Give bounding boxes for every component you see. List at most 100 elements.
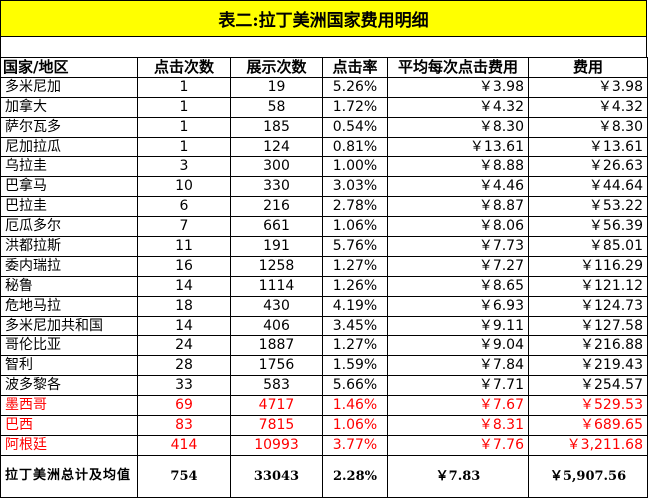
- cell-ctr[interactable]: 1.26%: [322, 275, 388, 297]
- header-impressions[interactable]: 展示次数: [230, 57, 323, 78]
- cell-country[interactable]: 波多黎各: [0, 375, 138, 397]
- cell-country[interactable]: 洪都拉斯: [0, 236, 138, 257]
- cell-cost[interactable]: ￥8.30: [528, 116, 648, 138]
- cell-country[interactable]: 巴拉圭: [0, 196, 138, 218]
- header-ctr[interactable]: 点击率: [322, 57, 388, 78]
- cell-clicks[interactable]: 11: [137, 236, 231, 257]
- cell-cost[interactable]: ￥4.32: [528, 96, 648, 118]
- cell-impressions[interactable]: 1258: [230, 255, 323, 277]
- cell-country[interactable]: 尼加拉瓜: [0, 136, 138, 158]
- cell-impressions[interactable]: 1887: [230, 335, 323, 357]
- cell-cost[interactable]: ￥689.65: [528, 415, 648, 436]
- cell-country[interactable]: 多米尼加: [0, 76, 138, 98]
- cell-impressions[interactable]: 191: [230, 236, 323, 257]
- cell-cost[interactable]: ￥13.61: [528, 136, 648, 158]
- cell-cost[interactable]: ￥529.53: [528, 395, 648, 417]
- header-country[interactable]: 国家/地区: [0, 57, 138, 78]
- cell-avg-cpc[interactable]: ￥8.88: [387, 156, 529, 178]
- total-impressions[interactable]: 33043: [230, 454, 323, 498]
- cell-country[interactable]: 墨西哥: [0, 395, 138, 417]
- cell-impressions[interactable]: 1114: [230, 275, 323, 297]
- cell-avg-cpc[interactable]: ￥7.73: [387, 236, 529, 257]
- cell-clicks[interactable]: 7: [137, 216, 231, 238]
- cell-avg-cpc[interactable]: ￥13.61: [387, 136, 529, 158]
- cell-clicks[interactable]: 1: [137, 76, 231, 98]
- total-avg-cpc[interactable]: ￥7.83: [387, 454, 529, 498]
- cell-avg-cpc[interactable]: ￥4.46: [387, 176, 529, 198]
- total-label[interactable]: 拉丁美洲总计及均值: [0, 454, 138, 498]
- cell-impressions[interactable]: 10993: [230, 434, 323, 456]
- cell-avg-cpc[interactable]: ￥4.32: [387, 96, 529, 118]
- cell-cost[interactable]: ￥216.88: [528, 335, 648, 357]
- cell-ctr[interactable]: 2.78%: [322, 196, 388, 218]
- cell-avg-cpc[interactable]: ￥8.65: [387, 275, 529, 297]
- cell-clicks[interactable]: 83: [137, 415, 231, 436]
- cell-avg-cpc[interactable]: ￥3.98: [387, 76, 529, 98]
- cell-avg-cpc[interactable]: ￥7.67: [387, 395, 529, 417]
- cell-cost[interactable]: ￥121.12: [528, 275, 648, 297]
- cell-country[interactable]: 秘鲁: [0, 275, 138, 297]
- cell-clicks[interactable]: 18: [137, 295, 231, 317]
- cell-country[interactable]: 巴拿马: [0, 176, 138, 198]
- cell-cost[interactable]: ￥3.98: [528, 76, 648, 98]
- cell-impressions[interactable]: 216: [230, 196, 323, 218]
- cell-ctr[interactable]: 1.59%: [322, 355, 388, 377]
- cell-country[interactable]: 智利: [0, 355, 138, 377]
- cell-avg-cpc[interactable]: ￥9.04: [387, 335, 529, 357]
- cell-country[interactable]: 厄瓜多尔: [0, 216, 138, 238]
- cell-cost[interactable]: ￥85.01: [528, 236, 648, 257]
- cell-avg-cpc[interactable]: ￥7.76: [387, 434, 529, 456]
- cell-cost[interactable]: ￥3,211.68: [528, 434, 648, 456]
- cell-impressions[interactable]: 406: [230, 315, 323, 337]
- cell-avg-cpc[interactable]: ￥8.30: [387, 116, 529, 138]
- cell-country[interactable]: 哥伦比亚: [0, 335, 138, 357]
- cell-cost[interactable]: ￥44.64: [528, 176, 648, 198]
- cell-ctr[interactable]: 1.46%: [322, 395, 388, 417]
- cell-impressions[interactable]: 1756: [230, 355, 323, 377]
- cell-ctr[interactable]: 1.27%: [322, 255, 388, 277]
- cell-cost[interactable]: ￥254.57: [528, 375, 648, 397]
- cell-country[interactable]: 委内瑞拉: [0, 255, 138, 277]
- cell-clicks[interactable]: 24: [137, 335, 231, 357]
- cell-impressions[interactable]: 583: [230, 375, 323, 397]
- cell-avg-cpc[interactable]: ￥8.31: [387, 415, 529, 436]
- cell-ctr[interactable]: 1.27%: [322, 335, 388, 357]
- cell-country[interactable]: 多米尼加共和国: [0, 315, 138, 337]
- cell-ctr[interactable]: 3.03%: [322, 176, 388, 198]
- cell-impressions[interactable]: 430: [230, 295, 323, 317]
- cell-ctr[interactable]: 5.26%: [322, 76, 388, 98]
- cell-ctr[interactable]: 4.19%: [322, 295, 388, 317]
- cell-clicks[interactable]: 14: [137, 315, 231, 337]
- cell-ctr[interactable]: 1.06%: [322, 415, 388, 436]
- total-cost[interactable]: ￥5,907.56: [528, 454, 648, 498]
- cell-impressions[interactable]: 4717: [230, 395, 323, 417]
- cell-ctr[interactable]: 1.00%: [322, 156, 388, 178]
- cell-impressions[interactable]: 124: [230, 136, 323, 158]
- total-ctr[interactable]: 2.28%: [322, 454, 388, 498]
- header-avg-cpc[interactable]: 平均每次点击费用: [387, 57, 529, 78]
- cell-cost[interactable]: ￥124.73: [528, 295, 648, 317]
- cell-clicks[interactable]: 28: [137, 355, 231, 377]
- cell-clicks[interactable]: 14: [137, 275, 231, 297]
- cell-ctr[interactable]: 0.54%: [322, 116, 388, 138]
- cell-cost[interactable]: ￥127.58: [528, 315, 648, 337]
- cell-avg-cpc[interactable]: ￥6.93: [387, 295, 529, 317]
- cell-impressions[interactable]: 661: [230, 216, 323, 238]
- cell-ctr[interactable]: 1.72%: [322, 96, 388, 118]
- cell-impressions[interactable]: 300: [230, 156, 323, 178]
- cell-cost[interactable]: ￥56.39: [528, 216, 648, 238]
- cell-avg-cpc[interactable]: ￥9.11: [387, 315, 529, 337]
- cell-impressions[interactable]: 19: [230, 76, 323, 98]
- cell-clicks[interactable]: 16: [137, 255, 231, 277]
- cell-cost[interactable]: ￥219.43: [528, 355, 648, 377]
- cell-cost[interactable]: ￥53.22: [528, 196, 648, 218]
- cell-clicks[interactable]: 1: [137, 96, 231, 118]
- cell-country[interactable]: 阿根廷: [0, 434, 138, 456]
- cell-avg-cpc[interactable]: ￥7.71: [387, 375, 529, 397]
- cell-avg-cpc[interactable]: ￥7.27: [387, 255, 529, 277]
- cell-impressions[interactable]: 7815: [230, 415, 323, 436]
- cell-ctr[interactable]: 5.76%: [322, 236, 388, 257]
- cell-country[interactable]: 巴西: [0, 415, 138, 436]
- cell-impressions[interactable]: 330: [230, 176, 323, 198]
- cell-clicks[interactable]: 33: [137, 375, 231, 397]
